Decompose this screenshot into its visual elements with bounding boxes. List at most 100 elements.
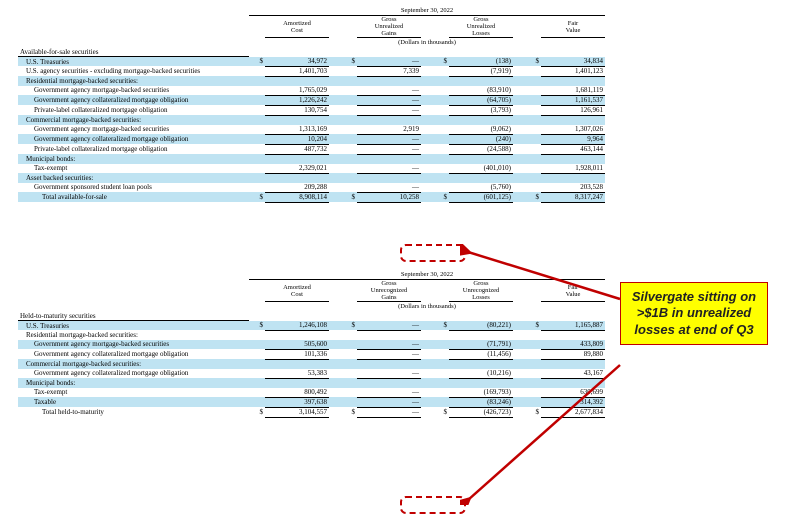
cell-value — [357, 76, 421, 86]
cell-value: 8,908,114 — [265, 192, 329, 202]
currency-symbol: $ — [249, 192, 265, 202]
currency-symbol: $ — [433, 57, 449, 67]
cell-value: — — [357, 340, 421, 350]
financial-table: September 30, 2022AmortizedCostGrossUnre… — [18, 270, 605, 418]
cell-value: 1,928,011 — [541, 164, 605, 174]
cell-value: 2,329,021 — [265, 164, 329, 174]
financial-table: September 30, 2022AmortizedCostGrossUnre… — [18, 6, 605, 203]
currency-symbol — [249, 154, 265, 164]
cell-value: — — [357, 388, 421, 398]
cell-value: (7,919) — [449, 66, 513, 76]
currency-symbol: $ — [341, 321, 357, 331]
currency-symbol: $ — [341, 407, 357, 417]
currency-symbol — [341, 388, 357, 398]
cell-value — [449, 330, 513, 340]
cell-value: (9,062) — [449, 125, 513, 135]
cell-value: 89,880 — [541, 349, 605, 359]
cell-value — [541, 76, 605, 86]
cell-value: 34,834 — [541, 57, 605, 67]
currency-symbol — [525, 86, 541, 96]
cell-value: 1,401,123 — [541, 66, 605, 76]
currency-symbol — [433, 154, 449, 164]
cell-value: 2,677,834 — [541, 407, 605, 417]
col-header: GrossUnrealizedGains — [357, 16, 421, 38]
cell-value: 10,204 — [265, 134, 329, 144]
cell-value — [265, 173, 329, 183]
currency-symbol — [341, 105, 357, 115]
cell-value: 53,383 — [265, 369, 329, 379]
currency-symbol — [433, 388, 449, 398]
annotation-callout: Silvergate sitting on >$1B in unrealized… — [620, 282, 768, 345]
currency-symbol — [341, 349, 357, 359]
cell-value: (80,221) — [449, 321, 513, 331]
currency-symbol — [433, 125, 449, 135]
currency-symbol — [525, 397, 541, 407]
cell-value — [449, 115, 513, 125]
cell-value: 10,258 — [357, 192, 421, 202]
currency-symbol: $ — [433, 192, 449, 202]
row-label: Government agency mortgage-backed securi… — [18, 125, 249, 135]
currency-symbol — [249, 397, 265, 407]
cell-value: 130,754 — [265, 105, 329, 115]
currency-symbol — [249, 183, 265, 193]
currency-symbol — [341, 76, 357, 86]
currency-symbol — [341, 134, 357, 144]
date-header: September 30, 2022 — [249, 270, 605, 280]
currency-symbol — [433, 105, 449, 115]
cell-value — [265, 115, 329, 125]
cell-value — [357, 154, 421, 164]
cell-value — [449, 76, 513, 86]
cell-value: (5,760) — [449, 183, 513, 193]
row-label: Tax-exempt — [18, 164, 249, 174]
currency-symbol — [433, 340, 449, 350]
cell-value — [449, 378, 513, 388]
currency-symbol: $ — [525, 192, 541, 202]
currency-symbol — [341, 359, 357, 369]
currency-symbol — [249, 330, 265, 340]
cell-value: 1,681,119 — [541, 86, 605, 96]
currency-symbol — [341, 183, 357, 193]
row-label: Government agency collateralized mortgag… — [18, 95, 249, 105]
cell-value: — — [357, 134, 421, 144]
currency-symbol — [525, 144, 541, 154]
cell-value — [541, 173, 605, 183]
currency-symbol — [249, 388, 265, 398]
currency-symbol — [341, 378, 357, 388]
cell-value: (24,588) — [449, 144, 513, 154]
currency-symbol — [433, 378, 449, 388]
cell-value: (83,910) — [449, 86, 513, 96]
cell-value: — — [357, 105, 421, 115]
col-header: GrossUnrealizedLosses — [449, 16, 513, 38]
unit-label: (Dollars in thousands) — [249, 38, 605, 48]
currency-symbol — [249, 144, 265, 154]
cell-value — [357, 378, 421, 388]
currency-symbol — [249, 125, 265, 135]
row-label: Municipal bonds: — [18, 154, 249, 164]
cell-value: 8,317,247 — [541, 192, 605, 202]
currency-symbol — [249, 173, 265, 183]
cell-value — [541, 115, 605, 125]
row-label: U.S. Treasuries — [18, 321, 249, 331]
cell-value — [449, 154, 513, 164]
currency-symbol: $ — [341, 192, 357, 202]
cell-value: 101,336 — [265, 349, 329, 359]
currency-symbol: $ — [525, 321, 541, 331]
currency-symbol — [249, 115, 265, 125]
cell-value: — — [357, 95, 421, 105]
cell-value: 314,392 — [541, 397, 605, 407]
cell-value: — — [357, 144, 421, 154]
currency-symbol — [341, 164, 357, 174]
currency-symbol — [525, 330, 541, 340]
currency-symbol — [249, 349, 265, 359]
row-label: U.S. agency securities - excluding mortg… — [18, 66, 249, 76]
cell-value: (240) — [449, 134, 513, 144]
row-label: Government agency mortgage-backed securi… — [18, 340, 249, 350]
row-label: Municipal bonds: — [18, 378, 249, 388]
currency-symbol — [433, 134, 449, 144]
row-label: Tax-exempt — [18, 388, 249, 398]
cell-value — [357, 173, 421, 183]
cell-value: (401,010) — [449, 164, 513, 174]
currency-symbol — [433, 115, 449, 125]
highlight-afs-losses — [400, 244, 466, 262]
currency-symbol — [525, 349, 541, 359]
